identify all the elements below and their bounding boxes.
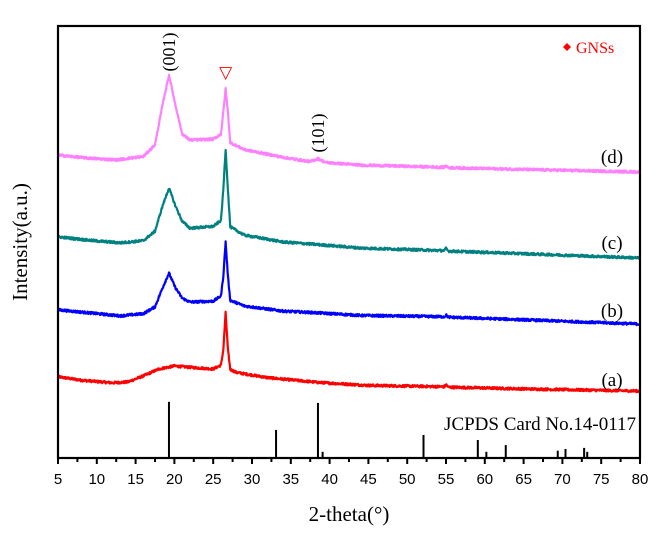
series-line-a (56, 310, 641, 394)
x-tick-label: 80 (632, 471, 649, 488)
peak-annotation-triangle: ▽ (219, 63, 233, 83)
legend-label: GNSs (576, 40, 614, 57)
series-line-d (56, 73, 642, 175)
series-layer (56, 73, 642, 394)
x-tick-label: 70 (554, 471, 571, 488)
x-tick-label: 10 (88, 471, 105, 488)
axes (56, 24, 642, 460)
peak-annotation-101: (101) (308, 114, 329, 153)
x-tick-label: 55 (438, 471, 455, 488)
y-axis-title: Intensity(a.u.) (8, 183, 32, 301)
x-tick-label: 40 (321, 471, 338, 488)
reference-card-label: JCPDS Card No.14-0117 (444, 414, 636, 435)
legend: GNSs (563, 40, 614, 57)
series-label-b: (b) (601, 301, 623, 322)
x-tick-label: 25 (205, 471, 222, 488)
x-tick-label: 60 (476, 471, 493, 488)
x-tick-label: 65 (515, 471, 532, 488)
x-tick-label: 50 (399, 471, 416, 488)
x-ticks: 5 10 15 20 25 30 35 40 45 50 55 60 65 70 75 80 (54, 458, 649, 488)
plot-frame (56, 24, 642, 460)
x-tick-label: 20 (166, 471, 183, 488)
series-label-c: (c) (601, 233, 622, 254)
series-line-c (56, 148, 642, 260)
x-tick-label: 15 (127, 471, 144, 488)
series-label-d: (d) (601, 147, 623, 168)
reference-sticks (167, 401, 589, 458)
x-tick-label: 30 (244, 471, 261, 488)
series-label-a: (a) (601, 370, 622, 391)
legend-diamond-icon (563, 43, 571, 51)
series-line-b (56, 240, 641, 327)
x-tick-label: 35 (282, 471, 299, 488)
x-tick-label: 45 (360, 471, 377, 488)
x-axis-title: 2-theta(°) (309, 502, 390, 526)
peak-annotation-001: (001) (159, 33, 180, 72)
x-tick-label: 75 (593, 471, 610, 488)
x-tick-label: 5 (54, 471, 62, 488)
